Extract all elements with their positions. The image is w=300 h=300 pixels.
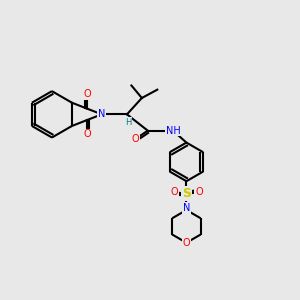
Text: O: O [195,187,203,197]
Text: O: O [131,134,139,144]
Text: O: O [183,238,190,248]
Text: NH: NH [166,126,180,136]
Text: O: O [170,187,178,197]
Text: N: N [98,109,105,119]
Text: O: O [83,89,91,99]
Text: O: O [83,129,91,140]
Text: H: H [125,118,132,127]
Text: N: N [183,203,190,213]
Text: S: S [182,187,191,200]
